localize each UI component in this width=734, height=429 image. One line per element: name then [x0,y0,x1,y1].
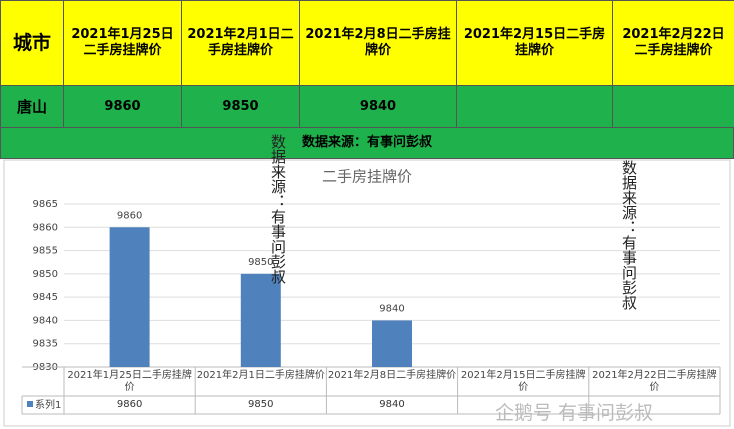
chart-frame [3,159,731,427]
y-tick-label: 9855 [33,246,58,257]
bar [240,273,281,367]
bar [109,227,150,367]
source: 数据来源：有事问彭叔 [301,135,432,150]
header-cell: 城市 [0,0,64,86]
y-tick-label: 9860 [33,222,58,233]
x-tick-label: 2021年2月1日二手房挂牌价 [196,370,325,381]
row-cell: 9850 [181,85,300,128]
watermark: 企鹅号 有事问彭叔 [495,402,654,424]
table-value: 9860 [116,399,143,410]
row-cell [612,85,734,128]
legend-key [27,401,33,407]
row-cell: 唐山 [0,85,64,128]
data-label: 9860 [117,210,142,221]
chart-title: 二手房挂牌价 [322,168,412,186]
data-label: 9840 [379,303,404,314]
bar [372,320,412,367]
x-tick-label: 2021年2月8日二手房挂牌价 [327,370,457,381]
header-cell: 2021年1月25日二手房挂牌价 [63,0,182,86]
x-tick-label: 2021年2月22日二手房挂牌价 [592,370,717,393]
overlay-text: 数据来源：有事问彭叔 [620,160,638,310]
header-cell: 2021年2月22日二手房挂牌价 [612,0,734,86]
row-cell: 9860 [63,85,182,128]
y-tick-label: 9840 [33,315,58,326]
overlay-text: 数据来源：有事问彭叔 [269,134,287,284]
x-tick-label: 2021年1月25日二手房挂牌价 [67,370,192,393]
table-value: 9840 [379,399,405,410]
y-tick-label: 9850 [33,269,58,280]
data-label: 9850 [248,257,273,268]
table-value: 9850 [248,399,274,410]
y-tick-label: 9865 [33,199,58,210]
y-tick-label: 9845 [33,292,58,303]
row-cell [456,85,613,128]
source-row: 数据来源：有事问彭叔 [0,127,734,159]
y-tick-label: 9835 [33,339,58,350]
header-cell: 2021年2月8日二手房挂牌价 [299,0,457,86]
x-tick-label: 2021年2月15日二手房挂牌价 [460,370,586,393]
row-cell: 9840 [299,85,457,128]
header-cell: 2021年2月15日二手房挂牌价 [456,0,613,86]
header-cell: 2021年2月1日二手房挂牌价 [181,0,300,86]
legend-label: 系列1 [35,398,61,411]
